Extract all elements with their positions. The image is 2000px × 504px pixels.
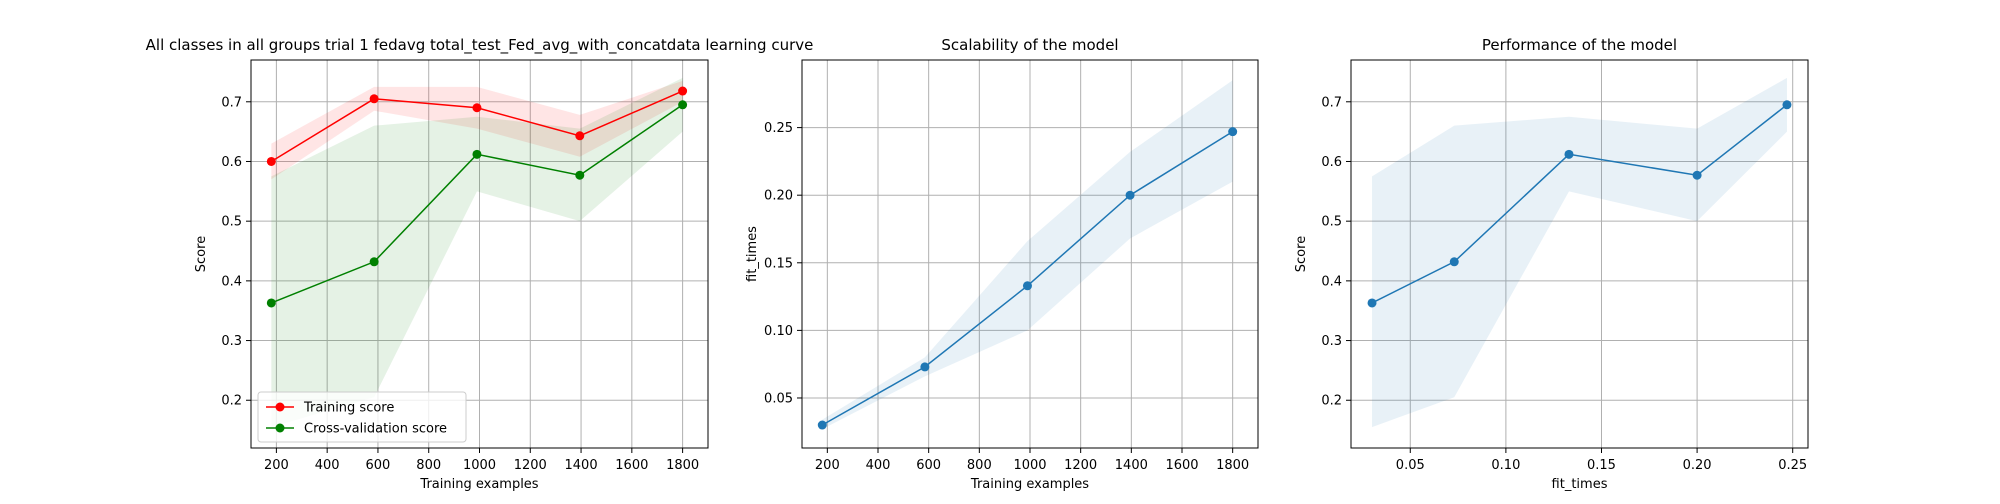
data-point bbox=[1449, 257, 1459, 267]
x-tick-label: 600 bbox=[366, 458, 391, 473]
x-tick-label: 1600 bbox=[1165, 458, 1198, 473]
y-tick-label: 0.05 bbox=[764, 391, 793, 406]
y-tick-label: 0.2 bbox=[221, 394, 242, 409]
learning-curve-series bbox=[266, 77, 688, 428]
performance-panel: Performance of the model fit_times Score… bbox=[1294, 36, 1809, 492]
performance-axes: 0.05 0.10 0.15 0.20 0.25 0.2 0.3 0.4 0.5 0.6 0.7 bbox=[1321, 95, 1807, 473]
y-tick-label: 0.3 bbox=[221, 334, 242, 349]
data-point bbox=[678, 86, 688, 96]
y-tick-label: 0.15 bbox=[764, 256, 793, 271]
data-point bbox=[472, 149, 482, 159]
y-tick-label: 0.7 bbox=[1321, 95, 1342, 110]
x-tick-label: 200 bbox=[815, 458, 840, 473]
scalability-title: Scalability of the model bbox=[941, 36, 1118, 54]
confidence-band bbox=[271, 77, 683, 428]
y-tick-label: 0.20 bbox=[764, 189, 793, 204]
confidence-band bbox=[1372, 77, 1787, 428]
x-tick-label: 0.05 bbox=[1396, 458, 1425, 473]
data-point bbox=[1564, 149, 1574, 159]
data-point bbox=[1022, 281, 1032, 291]
y-tick-label: 0.3 bbox=[1321, 334, 1342, 349]
x-tick-label: 1000 bbox=[1013, 458, 1046, 473]
x-tick-label: 1400 bbox=[1115, 458, 1148, 473]
x-tick-label: 800 bbox=[416, 458, 441, 473]
y-tick-label: 0.7 bbox=[221, 95, 242, 110]
data-point bbox=[1782, 100, 1792, 110]
data-point bbox=[369, 257, 379, 267]
legend-label-training: Training score bbox=[303, 401, 394, 416]
data-point bbox=[920, 362, 930, 372]
x-tick-label: 1800 bbox=[1216, 458, 1249, 473]
y-tick-label: 0.4 bbox=[1321, 274, 1342, 289]
y-tick-label: 0.2 bbox=[1321, 394, 1342, 409]
legend-label-cross-validation: Cross-validation score bbox=[304, 422, 447, 437]
x-tick-label: 400 bbox=[866, 458, 891, 473]
y-tick-label: 0.6 bbox=[1321, 155, 1342, 170]
y-tick-label: 0.5 bbox=[1321, 215, 1342, 230]
learning-curve-grid bbox=[251, 60, 708, 448]
legend-frame bbox=[257, 391, 467, 443]
confidence-band bbox=[822, 80, 1233, 430]
data-point bbox=[817, 420, 827, 430]
x-tick-label: 0.20 bbox=[1683, 458, 1712, 473]
data-point bbox=[266, 156, 276, 166]
learning-curve-frame bbox=[250, 59, 709, 449]
x-tick-label: 1600 bbox=[615, 458, 648, 473]
scalability-grid bbox=[802, 60, 1258, 448]
learning-curve-title: All classes in all groups trial 1 fedavg… bbox=[146, 36, 814, 55]
x-tick-label: 1200 bbox=[1064, 458, 1097, 473]
y-tick-label: 0.5 bbox=[221, 215, 242, 230]
confidence-band bbox=[271, 80, 683, 180]
x-tick-label: 1200 bbox=[514, 458, 547, 473]
legend-marker-cross-validation bbox=[275, 423, 285, 433]
performance-ylabel: Score bbox=[1294, 236, 1309, 272]
data-point bbox=[266, 298, 276, 308]
data-point bbox=[1125, 190, 1135, 200]
x-tick-label: 800 bbox=[967, 458, 992, 473]
learning-curve-ylabel: Score bbox=[194, 236, 209, 272]
scalability-axes: 200 400 600 800 1000 1200 1400 1600 1800 0.05 0.10… bbox=[764, 121, 1249, 473]
performance-grid bbox=[1351, 60, 1808, 448]
data-point bbox=[1228, 127, 1238, 137]
scalability-frame bbox=[801, 59, 1259, 449]
data-point bbox=[678, 100, 688, 110]
x-tick-label: 1400 bbox=[565, 458, 598, 473]
performance-series bbox=[1367, 77, 1792, 428]
data-point bbox=[1692, 170, 1702, 180]
x-tick-label: 0.10 bbox=[1491, 458, 1520, 473]
x-tick-label: 1000 bbox=[463, 458, 496, 473]
data-point bbox=[1367, 298, 1377, 308]
data-point bbox=[369, 94, 379, 104]
y-tick-label: 0.6 bbox=[221, 155, 242, 170]
performance-title: Performance of the model bbox=[1482, 36, 1677, 54]
data-point bbox=[575, 170, 585, 180]
learning-curve-legend: Training score Cross-validation score bbox=[257, 391, 467, 443]
x-tick-label: 0.15 bbox=[1587, 458, 1616, 473]
performance-frame bbox=[1350, 59, 1809, 449]
performance-xlabel: fit_times bbox=[1552, 477, 1608, 492]
legend-marker-training bbox=[275, 402, 285, 412]
y-tick-label: 0.10 bbox=[764, 324, 793, 339]
y-tick-label: 0.4 bbox=[221, 274, 242, 289]
scalability-xlabel: Training examples bbox=[970, 477, 1089, 492]
x-tick-label: 200 bbox=[264, 458, 289, 473]
learning-curve-xlabel: Training examples bbox=[419, 477, 538, 492]
learning-curve-panel: All classes in all groups trial 1 fedavg… bbox=[146, 36, 814, 492]
x-tick-label: 400 bbox=[315, 458, 340, 473]
x-tick-label: 600 bbox=[916, 458, 941, 473]
y-tick-label: 0.25 bbox=[764, 121, 793, 136]
learning-curve-axes: 200 400 600 800 1000 1200 1400 1600 1800 0.2 0.3 0.… bbox=[221, 95, 699, 473]
x-tick-label: 0.25 bbox=[1778, 458, 1807, 473]
data-point bbox=[472, 103, 482, 113]
data-point bbox=[575, 131, 585, 141]
x-tick-label: 1800 bbox=[666, 458, 699, 473]
scalability-series bbox=[817, 80, 1238, 430]
scalability-panel: Scalability of the model Training exampl… bbox=[745, 36, 1259, 492]
scalability-ylabel: fit_times bbox=[745, 226, 760, 282]
